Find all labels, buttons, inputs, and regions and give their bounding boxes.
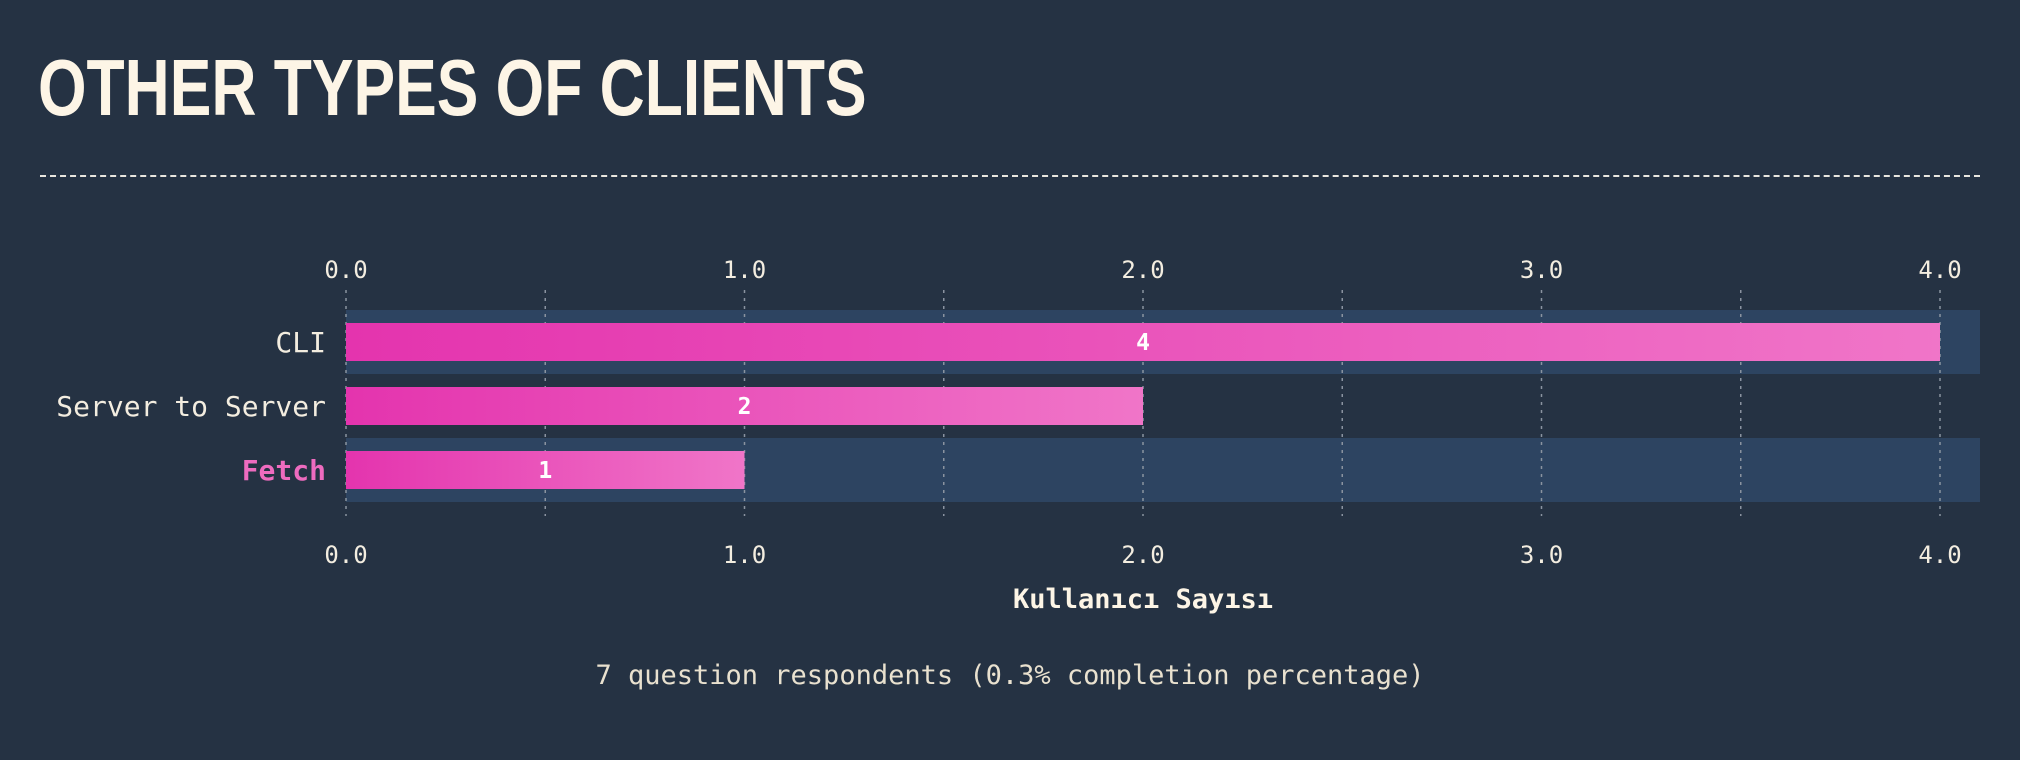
x-tick-label-top: 3.0 <box>1520 256 1563 284</box>
bar-fetch <box>346 451 745 489</box>
x-tick-label-bottom: 4.0 <box>1918 541 1961 569</box>
bar-chart: 0.0 0.0 1.0 1.0 2.0 2.0 3.0 3.0 4.0 4.0 CLI 4 Server… <box>56 256 1980 615</box>
category-label: Server to Server <box>56 390 326 423</box>
x-tick-label-bottom: 3.0 <box>1520 541 1563 569</box>
category-label: CLI <box>275 326 326 359</box>
x-tick-label-bottom: 1.0 <box>723 541 766 569</box>
bar-cli <box>346 323 1940 361</box>
data-label: 4 <box>1136 330 1150 356</box>
data-label: 2 <box>738 394 752 420</box>
page-title: OTHER TYPES OF CLIENTS <box>38 43 867 132</box>
category-label: Fetch <box>242 454 326 487</box>
x-tick-label-top: 2.0 <box>1121 256 1164 284</box>
x-tick-label-bottom: 2.0 <box>1121 541 1164 569</box>
data-label: 1 <box>538 458 552 484</box>
x-axis-title: Kullanıcı Sayısı <box>1013 584 1273 615</box>
x-tick-label-bottom: 0.0 <box>324 541 367 569</box>
header-divider <box>40 175 1980 177</box>
x-tick-label-top: 0.0 <box>324 256 367 284</box>
x-tick-label-top: 4.0 <box>1918 256 1961 284</box>
respondents-note: 7 question respondents (0.3% completion … <box>595 660 1425 691</box>
bar-server-to-server <box>346 387 1143 425</box>
x-tick-label-top: 1.0 <box>723 256 766 284</box>
